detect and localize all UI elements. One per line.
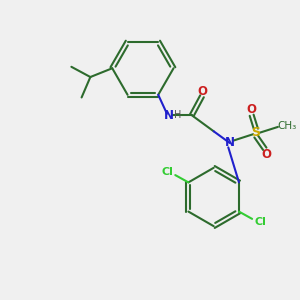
Text: N: N — [225, 136, 235, 149]
Text: O: O — [261, 148, 271, 160]
Text: H: H — [173, 110, 181, 120]
Text: CH₃: CH₃ — [277, 121, 296, 131]
Text: Cl: Cl — [161, 167, 173, 177]
Text: S: S — [251, 126, 260, 139]
Text: Cl: Cl — [254, 217, 266, 227]
Text: N: N — [164, 109, 174, 122]
Text: O: O — [246, 103, 256, 116]
Text: O: O — [198, 85, 208, 98]
